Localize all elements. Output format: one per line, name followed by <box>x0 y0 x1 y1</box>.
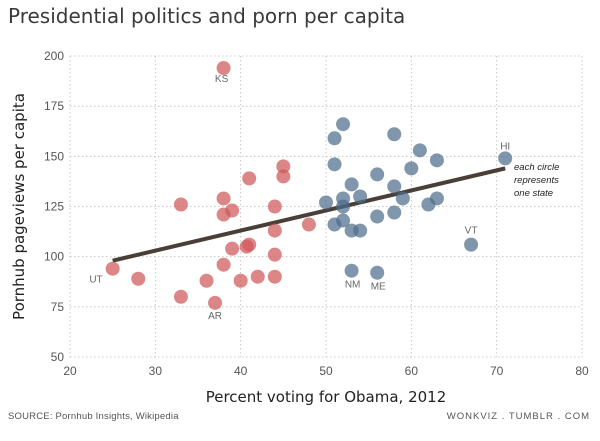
y-tick-label: 75 <box>51 300 65 314</box>
x-tick-label: 40 <box>234 364 248 378</box>
x-tick-label: 50 <box>319 364 333 378</box>
data-point <box>370 167 385 182</box>
y-tick-label: 50 <box>51 350 65 364</box>
data-point <box>336 213 351 228</box>
point-label: KS <box>215 74 229 85</box>
trendline-group <box>112 166 506 263</box>
x-tick-label: 30 <box>149 364 163 378</box>
annotation-line: one state <box>514 188 553 199</box>
y-axis-label: Pornhub pageviews per capita <box>10 93 28 320</box>
data-points <box>105 61 513 310</box>
x-tick-label: 60 <box>405 364 419 378</box>
point-label: HI <box>500 141 510 152</box>
data-point <box>370 209 385 224</box>
data-point <box>395 191 410 206</box>
data-point <box>336 199 351 214</box>
data-point <box>353 189 368 204</box>
data-point <box>301 217 316 232</box>
y-tick-label: 150 <box>44 149 64 163</box>
data-point <box>208 295 223 310</box>
y-tick-label: 125 <box>44 200 64 214</box>
point-label: UT <box>89 275 102 286</box>
point-label: AR <box>208 311 222 322</box>
data-point <box>276 159 291 174</box>
data-point <box>429 153 444 168</box>
x-tick-label: 80 <box>575 364 589 378</box>
data-point <box>225 203 240 218</box>
data-point <box>267 247 282 262</box>
point-label: VT <box>465 226 478 237</box>
source-note: SOURCE: Pornhub Insights, Wikipedia <box>8 411 179 422</box>
data-point <box>242 171 257 186</box>
data-point <box>173 197 188 212</box>
point-labels: KS UT AR HI VT NM ME <box>89 74 510 322</box>
data-point <box>336 117 351 132</box>
data-point <box>105 261 120 276</box>
y-tick-labels: 50 75 100 125 150 175 200 <box>44 49 64 364</box>
data-point <box>239 239 254 254</box>
point-label: NM <box>345 280 361 291</box>
trendline <box>112 166 506 263</box>
data-point <box>199 273 214 288</box>
data-point <box>276 169 291 184</box>
data-point <box>412 143 427 158</box>
data-point <box>216 61 231 76</box>
y-tick-label: 175 <box>44 99 64 113</box>
data-point <box>353 223 368 238</box>
data-point <box>344 177 359 192</box>
y-tick-label: 200 <box>44 49 64 63</box>
annotation: each circle represents one state <box>514 162 559 199</box>
data-point <box>233 273 248 288</box>
x-tick-label: 70 <box>490 364 504 378</box>
data-point <box>404 161 419 176</box>
data-point <box>327 157 342 172</box>
data-point <box>267 199 282 214</box>
data-point <box>250 269 265 284</box>
x-tick-label: 20 <box>63 364 77 378</box>
data-point <box>225 241 240 256</box>
data-point <box>216 257 231 272</box>
data-point <box>498 151 513 166</box>
annotation-line: each circle <box>514 162 559 173</box>
annotation-line: represents <box>514 175 559 186</box>
data-point <box>370 265 385 280</box>
x-tick-labels: 20 30 40 50 60 70 80 <box>63 364 589 378</box>
y-tick-label: 100 <box>44 250 64 264</box>
data-point <box>173 289 188 304</box>
data-point <box>131 271 146 286</box>
credit-note: WONKVIZ . TUMBLR . COM <box>446 411 590 422</box>
data-point <box>344 263 359 278</box>
data-point <box>387 179 402 194</box>
x-axis-label: Percent voting for Obama, 2012 <box>206 388 447 406</box>
data-point <box>387 127 402 142</box>
point-label: ME <box>371 282 386 293</box>
data-point <box>387 205 402 220</box>
data-point <box>464 237 479 252</box>
chart-title: Presidential politics and porn per capit… <box>8 4 406 28</box>
data-point <box>216 191 231 206</box>
data-point <box>327 131 342 146</box>
data-point <box>319 195 333 210</box>
data-point <box>267 269 282 284</box>
data-point <box>429 191 444 206</box>
data-point <box>267 223 282 238</box>
